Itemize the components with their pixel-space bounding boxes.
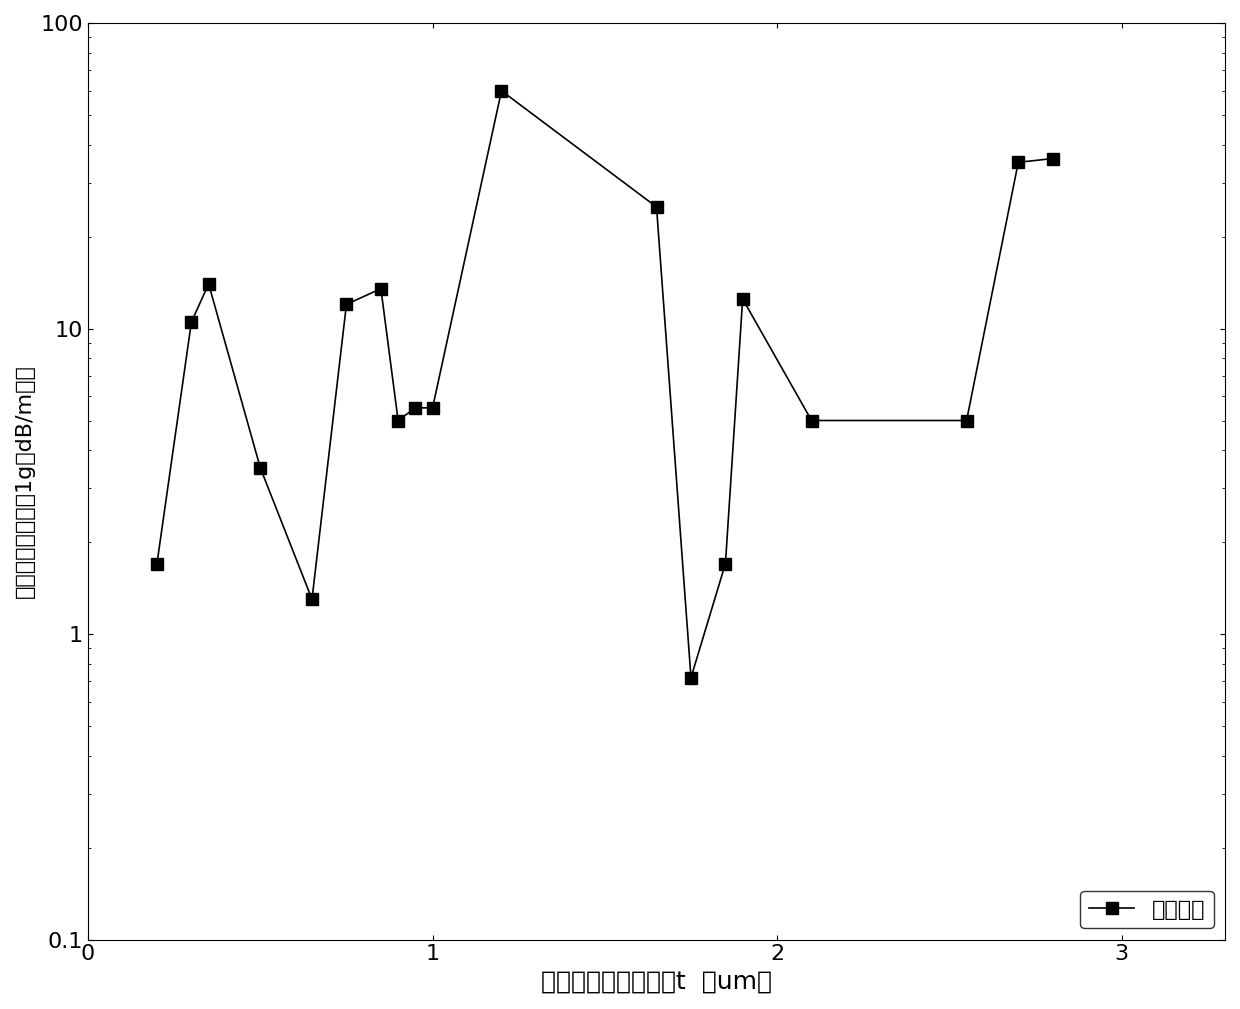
限制损耗 xyxy=(201,277,216,290)
限制损耗 xyxy=(253,462,268,474)
限制损耗 xyxy=(305,593,320,605)
X-axis label: 纤芯反谐振单环壁厚t  （um）: 纤芯反谐振单环壁厚t （um） xyxy=(541,970,773,994)
限制损耗 xyxy=(804,415,818,427)
限制损耗 xyxy=(683,672,698,684)
Y-axis label: 限制损耗的对数（1g（dB/m））: 限制损耗的对数（1g（dB/m）） xyxy=(15,364,35,598)
限制损耗 xyxy=(184,316,198,328)
限制损耗 xyxy=(649,201,663,213)
限制损耗 xyxy=(718,558,733,570)
限制损耗 xyxy=(494,85,508,97)
限制损耗 xyxy=(1045,152,1060,164)
限制损耗 xyxy=(735,293,750,305)
Legend: 限制损耗: 限制损耗 xyxy=(1080,891,1214,928)
限制损耗 xyxy=(339,299,353,311)
限制损耗 xyxy=(1011,156,1025,169)
限制损耗 xyxy=(391,415,405,427)
限制损耗 xyxy=(960,415,975,427)
限制损耗 xyxy=(150,558,165,570)
限制损耗 xyxy=(425,402,440,414)
限制损耗 xyxy=(373,283,388,295)
限制损耗 xyxy=(408,402,423,414)
Line: 限制损耗: 限制损耗 xyxy=(151,85,1059,684)
